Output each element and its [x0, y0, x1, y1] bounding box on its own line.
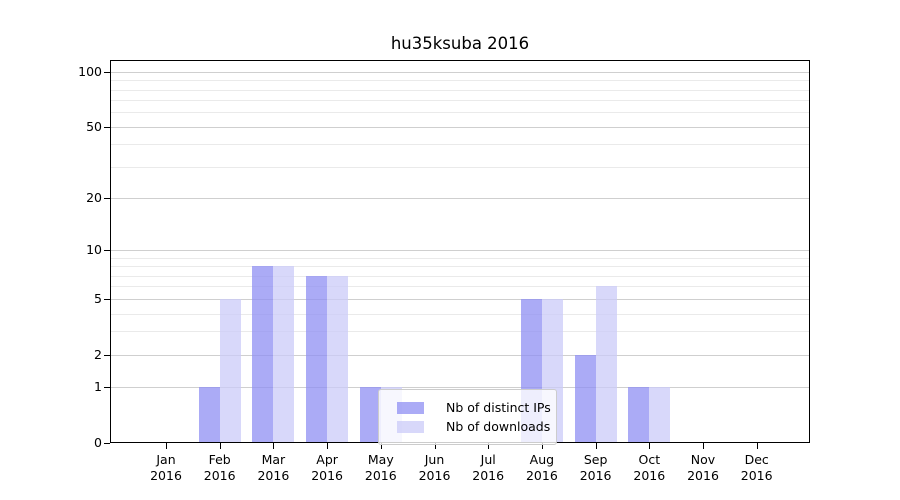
grid-line-major — [110, 387, 810, 389]
legend-item-distinct-ips: Nb of distinct IPs — [397, 399, 551, 416]
x-tick-label: Mar 2016 — [257, 452, 290, 483]
bar-distinct-ips — [198, 387, 220, 443]
y-tick-mark — [104, 354, 110, 356]
grid-line-major — [110, 354, 810, 356]
y-tick-label: 1 — [94, 379, 102, 395]
x-tick-label: Aug 2016 — [525, 452, 558, 483]
legend-label: Nb of distinct IPs — [446, 400, 551, 415]
x-tick-label: Apr 2016 — [311, 452, 343, 483]
x-tick-mark — [541, 443, 543, 449]
x-tick-label: Nov 2016 — [687, 452, 719, 483]
x-tick-mark — [488, 443, 490, 449]
grid-line-minor — [110, 80, 810, 82]
y-tick-mark — [104, 71, 110, 73]
y-tick-label: 2 — [94, 346, 102, 362]
bar-downloads — [649, 387, 671, 443]
bar-downloads — [219, 298, 241, 443]
y-tick-mark — [104, 443, 110, 444]
grid-line-minor — [110, 166, 810, 168]
bar-distinct-ips — [628, 387, 650, 443]
x-tick-mark — [434, 443, 436, 449]
grid-line-major — [110, 198, 810, 200]
x-tick-label: Jul 2016 — [472, 452, 505, 483]
legend: Nb of distinct IPs Nb of downloads — [378, 389, 557, 445]
bar-downloads — [595, 286, 617, 443]
x-tick-mark — [703, 443, 704, 449]
x-tick-label: Dec 2016 — [740, 452, 773, 483]
grid-line-major — [110, 250, 810, 252]
x-tick-label: Jan 2016 — [150, 452, 182, 483]
x-tick-label: Oct 2016 — [633, 452, 666, 483]
grid-line-minor — [110, 89, 810, 91]
bar-distinct-ips — [252, 266, 274, 443]
grid-line-minor — [110, 266, 810, 268]
bar-downloads — [327, 275, 349, 443]
y-tick-mark — [104, 250, 110, 252]
y-tick-label: 5 — [94, 290, 102, 306]
y-tick-label: 50 — [86, 118, 102, 134]
x-tick-mark — [756, 443, 758, 449]
grid-line-minor — [110, 100, 810, 102]
legend-label: Nb of downloads — [446, 419, 551, 434]
grid-line-major — [110, 71, 810, 73]
grid-line-minor — [110, 331, 810, 333]
y-tick-mark — [104, 298, 110, 300]
x-tick-label: Jun 2016 — [418, 452, 451, 483]
y-tick-mark — [104, 387, 110, 389]
y-tick-label: 20 — [86, 190, 102, 206]
x-tick-label: Sep 2016 — [579, 452, 612, 483]
grid-line-major — [110, 298, 810, 300]
x-tick-label: May 2016 — [364, 452, 397, 483]
grid-line-minor — [110, 275, 810, 277]
bar-distinct-ips — [574, 354, 596, 443]
grid-line-major — [110, 126, 810, 128]
x-tick-mark — [649, 443, 651, 449]
x-tick-mark — [166, 443, 167, 449]
x-tick-mark — [380, 443, 382, 449]
plot-area — [110, 60, 810, 443]
bar-distinct-ips — [306, 275, 328, 443]
grid-line-minor — [110, 112, 810, 114]
y-tick-mark — [104, 126, 110, 128]
y-tick-label: 100 — [78, 63, 102, 79]
x-tick-label: Feb 2016 — [203, 452, 236, 483]
y-tick-label: 10 — [86, 242, 102, 258]
x-tick-mark — [595, 443, 597, 449]
legend-swatch-distinct-ips — [397, 401, 424, 414]
y-tick-label: 0 — [94, 435, 102, 450]
chart-title: hu35ksuba 2016 — [390, 34, 530, 53]
grid-line-minor — [110, 286, 810, 288]
grid-line-minor — [110, 313, 810, 315]
x-tick-mark — [219, 443, 221, 449]
bar-downloads — [273, 266, 295, 443]
grid-line-minor — [110, 257, 810, 259]
grid-line-minor — [110, 144, 810, 146]
legend-item-downloads: Nb of downloads — [397, 418, 551, 435]
bar-distinct-ips — [359, 387, 381, 443]
x-tick-mark — [327, 443, 329, 449]
legend-swatch-downloads — [397, 420, 424, 433]
x-tick-mark — [273, 443, 275, 449]
y-tick-mark — [104, 198, 110, 200]
